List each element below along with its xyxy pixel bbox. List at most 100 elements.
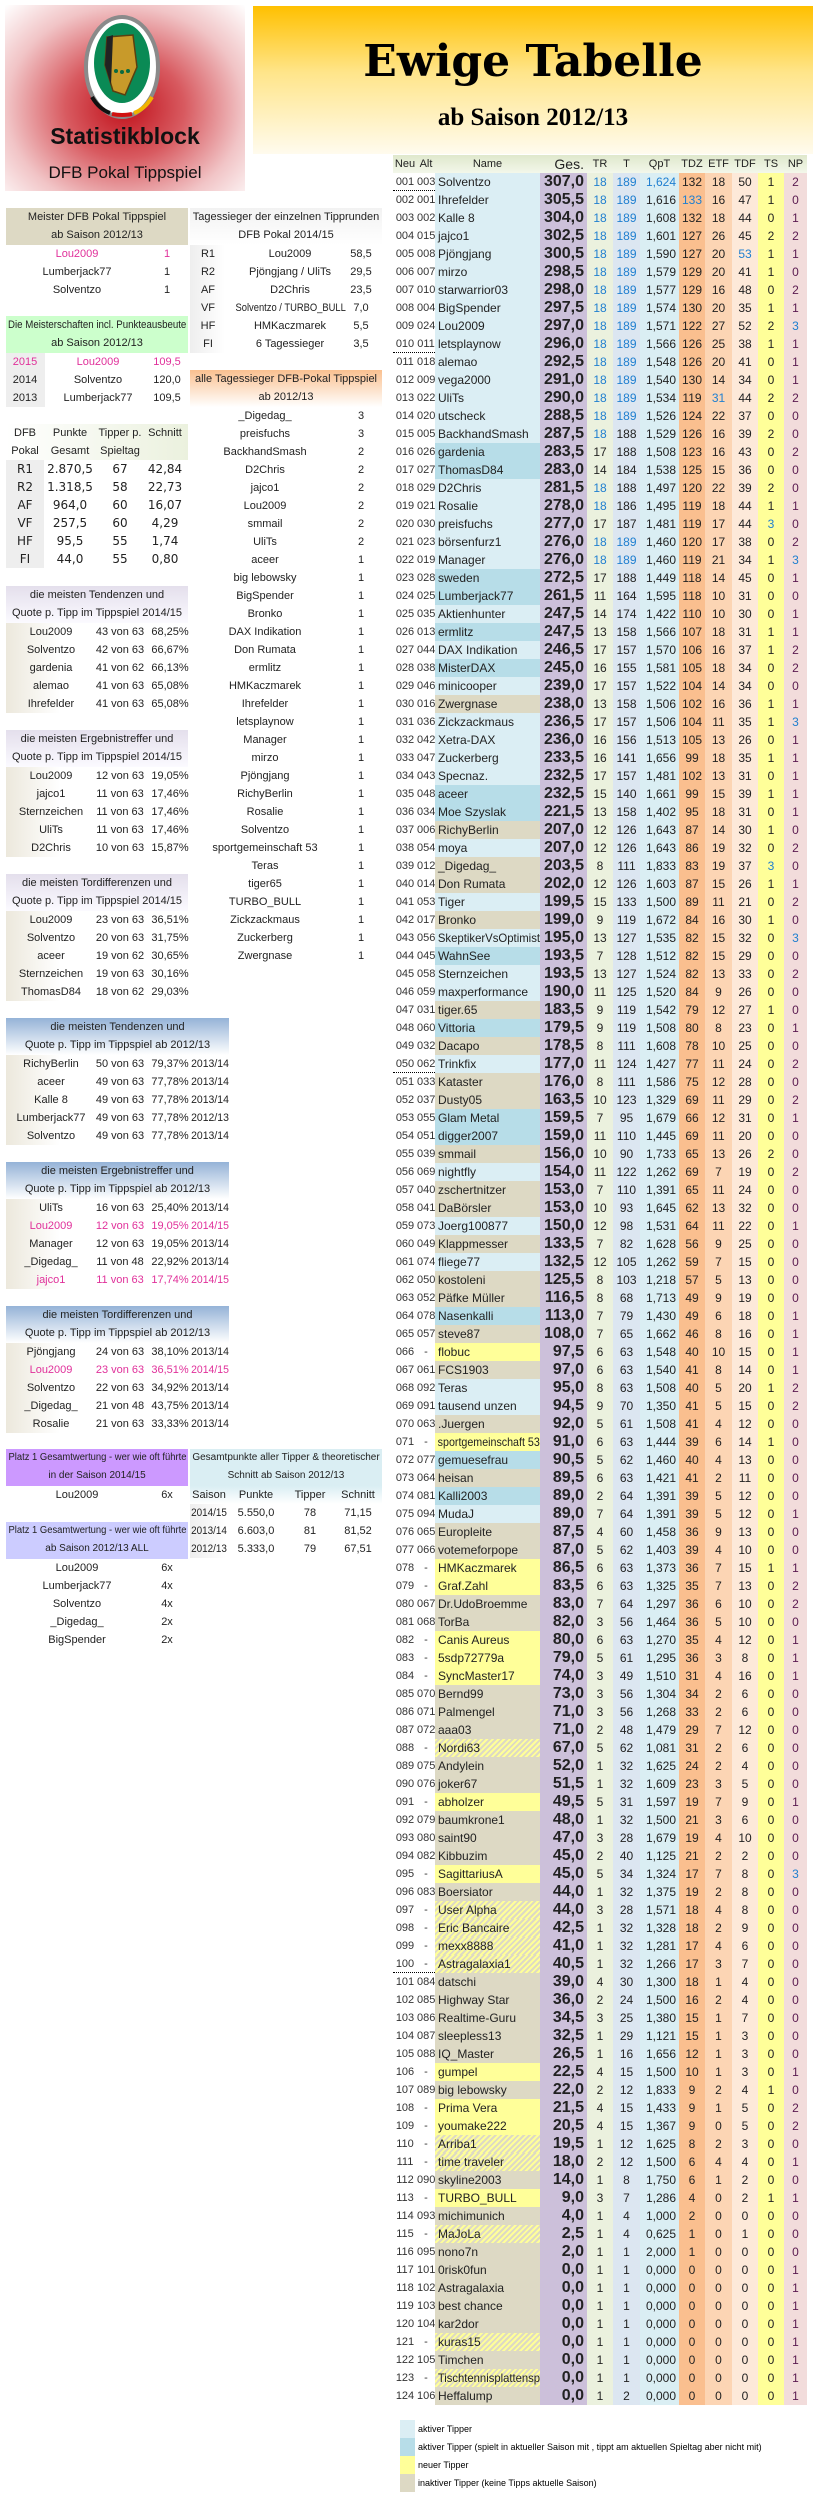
cell-name[interactable]: Manager xyxy=(435,551,540,569)
cell-name[interactable]: jajco1 xyxy=(435,227,540,245)
cell-name[interactable]: MaJoLa xyxy=(435,2225,540,2243)
cell-name[interactable]: FCS1903 xyxy=(435,1361,540,1379)
cell-name[interactable]: Europleite xyxy=(435,1523,540,1541)
cell-name[interactable]: Glam Metal xyxy=(435,1109,540,1127)
cell-name[interactable]: abholzer xyxy=(435,1793,540,1811)
cell-name[interactable]: Pjöngjang xyxy=(435,245,540,263)
cell-name[interactable]: TURBO_BULL xyxy=(435,2189,540,2207)
cell-name[interactable]: Ihrefelder xyxy=(435,191,540,209)
cell-name[interactable]: Zuckerberg xyxy=(435,749,540,767)
cell-name[interactable]: vega2000 xyxy=(435,371,540,389)
cell-name[interactable]: Kataster xyxy=(435,1073,540,1091)
cell-name[interactable]: time traveler xyxy=(435,2153,540,2171)
cell-name[interactable]: smmail xyxy=(435,1145,540,1163)
cell-name[interactable]: Moe Szyslak xyxy=(435,803,540,821)
cell-name[interactable]: youmake222 xyxy=(435,2117,540,2135)
cell-name[interactable]: kar2dor xyxy=(435,2315,540,2333)
column-header-neu[interactable]: Neu xyxy=(394,158,416,170)
cell-name[interactable]: moya xyxy=(435,839,540,857)
cell-name[interactable]: michimunich xyxy=(435,2207,540,2225)
column-header-np[interactable]: NP xyxy=(787,158,804,170)
cell-name[interactable]: HMKaczmarek xyxy=(435,1559,540,1577)
cell-name[interactable]: best chance xyxy=(435,2297,540,2315)
cell-name[interactable]: Arriba1 xyxy=(435,2135,540,2153)
cell-name[interactable]: fliege77 xyxy=(435,1253,540,1271)
cell-name[interactable]: Päfke Müller xyxy=(435,1289,540,1307)
cell-name[interactable]: MisterDAX xyxy=(435,659,540,677)
cell-name[interactable]: gemuesefrau xyxy=(435,1451,540,1469)
cell-name[interactable]: Dr.UdoBroemme xyxy=(435,1595,540,1613)
cell-name[interactable]: sportgemeinschaft 53 xyxy=(435,1433,541,1451)
cell-name[interactable]: ermlitz xyxy=(435,623,540,641)
cell-name[interactable]: Prima Vera xyxy=(435,2099,540,2117)
cell-name[interactable]: Realtime-Guru xyxy=(435,2009,540,2027)
cell-name[interactable]: tausend unzen xyxy=(435,1397,540,1415)
cell-name[interactable]: Graf.Zahl xyxy=(435,1577,540,1595)
cell-name[interactable]: BigSpender xyxy=(435,299,540,317)
cell-name[interactable]: SagittariusA xyxy=(435,1865,540,1883)
cell-name[interactable]: MudaJ xyxy=(435,1505,540,1523)
cell-name[interactable]: datschi xyxy=(435,1973,540,1991)
cell-name[interactable]: digger2007 xyxy=(435,1127,540,1145)
cell-name[interactable]: tiger.65 xyxy=(435,1001,540,1019)
cell-name[interactable]: Dusty05 xyxy=(435,1091,540,1109)
cell-name[interactable]: mexx8888 xyxy=(435,1937,540,1955)
cell-name[interactable]: WahnSee xyxy=(435,947,540,965)
cell-name[interactable]: Andylein xyxy=(435,1757,540,1775)
cell-name[interactable]: Timchen xyxy=(435,2351,540,2369)
cell-name[interactable]: Don Rumata xyxy=(435,875,540,893)
cell-name[interactable]: börsenfurz1 xyxy=(435,533,540,551)
cell-name[interactable]: gumpel xyxy=(435,2063,540,2081)
cell-name[interactable]: DaBörsler xyxy=(435,1199,540,1217)
column-header-alt[interactable]: Alt xyxy=(419,158,433,170)
cell-name[interactable]: Lumberjack77 xyxy=(435,587,540,605)
cell-name[interactable]: Lou2009 xyxy=(435,317,540,335)
cell-name[interactable]: Nasenkalli xyxy=(435,1307,540,1325)
cell-name[interactable]: Astragalaxia1 xyxy=(435,1955,540,1973)
cell-name[interactable]: preisfuchs xyxy=(435,515,540,533)
cell-name[interactable]: minicooper xyxy=(435,677,540,695)
cell-name[interactable]: Xetra-DAX xyxy=(435,731,540,749)
cell-name[interactable]: Highway Star xyxy=(435,1991,540,2009)
cell-name[interactable]: IQ_Master xyxy=(435,2045,540,2063)
cell-name[interactable]: saint90 xyxy=(435,1829,540,1847)
column-header-ts[interactable]: TS xyxy=(763,158,779,170)
cell-name[interactable]: heisan xyxy=(435,1469,540,1487)
cell-name[interactable]: nono7n xyxy=(435,2243,540,2261)
cell-name[interactable]: maxperformance xyxy=(435,983,540,1001)
cell-name[interactable]: zschertnitzer xyxy=(435,1181,540,1199)
cell-name[interactable]: Canis Aureus xyxy=(435,1631,540,1649)
cell-name[interactable]: starwarrior03 xyxy=(435,281,540,299)
cell-name[interactable]: mirzo xyxy=(435,263,540,281)
cell-name[interactable]: baumkrone1 xyxy=(435,1811,540,1829)
cell-name[interactable]: Bronko xyxy=(435,911,540,929)
cell-name[interactable]: nightfly xyxy=(435,1163,540,1181)
cell-name[interactable]: TorBa xyxy=(435,1613,540,1631)
cell-name[interactable]: Teras xyxy=(435,1379,540,1397)
cell-name[interactable]: utscheck xyxy=(435,407,540,425)
column-header-qpt[interactable]: QpT xyxy=(648,158,671,170)
cell-name[interactable]: Zickzackmaus xyxy=(435,713,540,731)
cell-name[interactable]: Tiger xyxy=(435,893,540,911)
cell-name[interactable]: Astragalaxia xyxy=(435,2279,540,2297)
cell-name[interactable]: sweden xyxy=(435,569,540,587)
cell-name[interactable]: Solventzo xyxy=(435,173,540,191)
cell-name[interactable]: .Juergen xyxy=(435,1415,540,1433)
column-header-ges[interactable]: Ges. xyxy=(554,156,584,172)
cell-name[interactable]: Eric Bancaire xyxy=(435,1919,540,1937)
cell-name[interactable]: Joerg100877 xyxy=(435,1217,540,1235)
cell-name[interactable]: sleepless13 xyxy=(435,2027,540,2045)
cell-name[interactable]: Palmengel xyxy=(435,1703,540,1721)
cell-name[interactable]: Tischtennisplattensp xyxy=(435,2369,541,2387)
cell-name[interactable]: D2Chris xyxy=(435,479,540,497)
column-header-tdf[interactable]: TDF xyxy=(734,158,756,170)
cell-name[interactable]: Kalle 8 xyxy=(435,209,540,227)
cell-name[interactable]: kostoleni xyxy=(435,1271,540,1289)
cell-name[interactable]: votemeforpope xyxy=(435,1541,540,1559)
cell-name[interactable]: steve87 xyxy=(435,1325,540,1343)
cell-name[interactable]: kuras15 xyxy=(435,2333,540,2351)
cell-name[interactable]: _Digedag_ xyxy=(435,857,540,875)
cell-name[interactable]: aaa03 xyxy=(435,1721,540,1739)
cell-name[interactable]: Nordi63 xyxy=(435,1739,540,1757)
cell-name[interactable]: Sternzeichen xyxy=(435,965,540,983)
